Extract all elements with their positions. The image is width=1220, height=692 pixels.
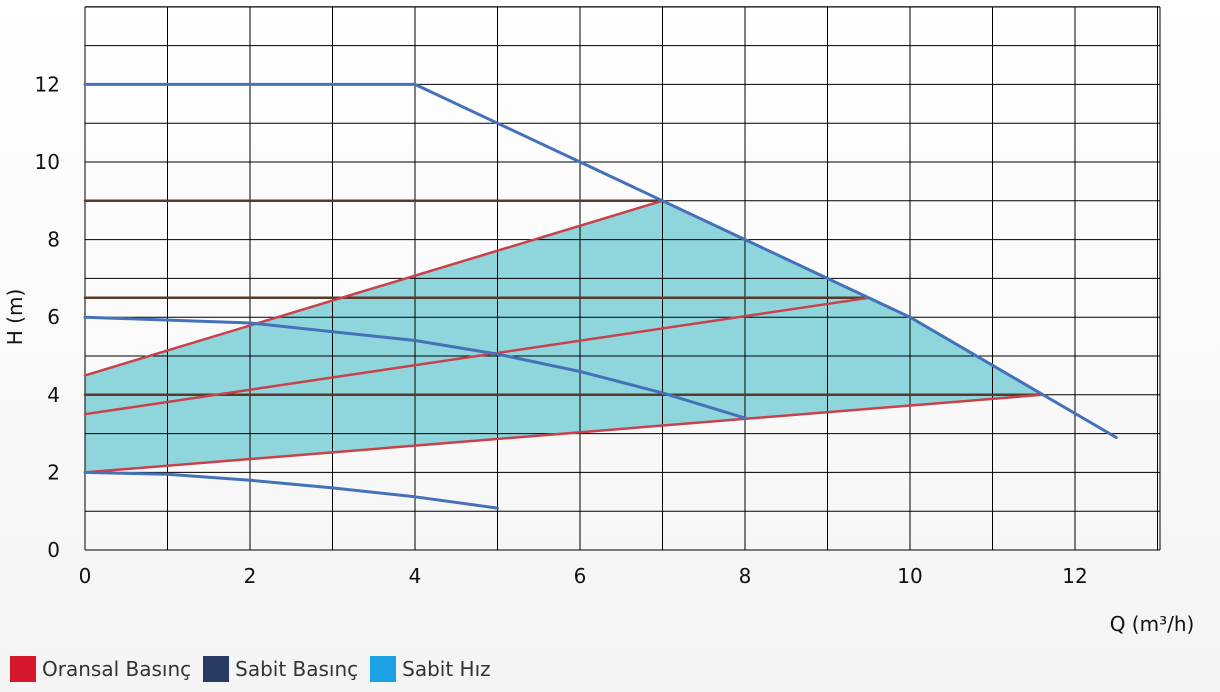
x-tick-label: 4 [409, 564, 422, 588]
x-tick-label: 10 [897, 564, 922, 588]
legend-label: Oransal Basınç [42, 657, 192, 681]
series-line-red-4 [83, 296, 871, 416]
x-tick-label: 8 [739, 564, 752, 588]
legend-item-sabit-basinc[interactable]: Sabit Basınç [203, 656, 358, 682]
legend: Oransal Basınç Sabit Basınç Sabit Hız [10, 653, 503, 685]
grid [84, 6, 1161, 551]
legend-swatch-navy [203, 656, 230, 682]
x-tick-label: 2 [244, 564, 257, 588]
legend-item-sabit-hiz[interactable]: Sabit Hız [370, 656, 491, 682]
y-tick-label: 6 [47, 305, 60, 329]
series-layer [83, 82, 1118, 510]
y-axis-label: H (m) [3, 289, 27, 345]
series-line-red-5 [83, 393, 1044, 474]
operating-region-fill [85, 200, 1042, 473]
y-tick-label: 2 [47, 460, 60, 484]
series-line-blue-1 [83, 315, 747, 420]
x-tick-label: 0 [79, 564, 92, 588]
legend-label: Sabit Basınç [235, 657, 359, 681]
series-line-red-3 [83, 199, 664, 377]
x-tick-label: 6 [574, 564, 587, 588]
legend-label: Sabit Hız [402, 657, 491, 681]
tick-labels: 0 2 4 6 8 10 12 0 2 4 6 8 10 12 [35, 72, 1088, 588]
legend-swatch-red [10, 656, 36, 682]
y-tick-label: 4 [47, 383, 60, 407]
operating-region [85, 200, 1042, 473]
series-line-blue-2 [83, 470, 499, 510]
legend-item-oransal-basinc[interactable]: Oransal Basınç [10, 656, 191, 682]
legend-swatch-cyan [370, 656, 397, 682]
x-tick-label: 12 [1062, 564, 1087, 588]
y-tick-label: 10 [35, 150, 60, 174]
y-tick-label: 8 [47, 228, 60, 252]
y-tick-label: 12 [35, 72, 60, 96]
y-tick-label: 0 [47, 538, 60, 562]
series-line-blue-0 [83, 82, 1118, 439]
x-axis-label: Q (m³/h) [1110, 612, 1195, 636]
